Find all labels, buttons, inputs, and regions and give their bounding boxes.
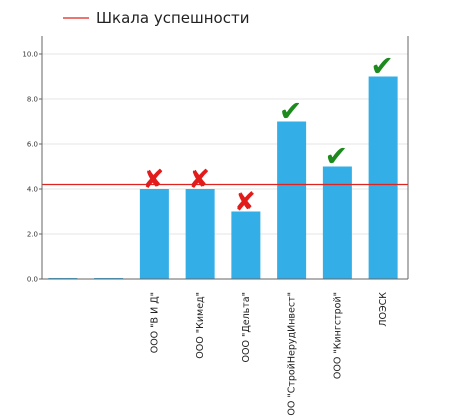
status-marks: ✘ ✘ ✘ ✔ ✔ ✔	[142, 50, 393, 218]
bars	[48, 76, 398, 279]
y-tick-label: 2.0	[27, 231, 38, 239]
tick-labels: 0.0 2.0 4.0 6.0 8.0 10.0 ООО "В И Д" ООО "Кимед…	[22, 51, 389, 416]
gridlines	[42, 53, 408, 280]
x-tick-label: ООО "Кимед"	[195, 292, 206, 359]
y-tick-label: 6.0	[27, 141, 38, 149]
fail-cross-icon: ✘	[234, 188, 256, 218]
x-tick-label: ООО "Дельта"	[241, 292, 252, 363]
pass-check-icon: ✔	[325, 140, 348, 173]
bar	[368, 76, 398, 279]
fail-cross-icon: ✘	[142, 165, 164, 195]
x-tick-label: ООО "СтройНерудИнвест"	[287, 292, 298, 416]
x-tick-label: ООО "В И Д"	[149, 292, 160, 353]
bar	[231, 211, 261, 279]
y-tick-label: 4.0	[27, 186, 38, 194]
pass-check-icon: ✔	[370, 50, 393, 83]
fail-cross-icon: ✘	[188, 165, 210, 195]
axes	[39, 36, 409, 280]
bar	[322, 166, 352, 279]
legend-label: Шкала успешности	[96, 9, 249, 27]
y-tick-label: 0.0	[27, 276, 38, 284]
x-tick-label: ООО "Кингстрой"	[332, 292, 343, 379]
bar	[185, 189, 215, 279]
bar	[277, 121, 307, 279]
pass-check-icon: ✔	[279, 95, 302, 128]
x-tick-label: ЛОЭСК	[378, 292, 389, 327]
bar	[139, 189, 169, 279]
y-tick-label: 10.0	[22, 51, 38, 59]
y-tick-label: 8.0	[27, 96, 38, 104]
legend: Шкала успешности	[63, 9, 249, 27]
